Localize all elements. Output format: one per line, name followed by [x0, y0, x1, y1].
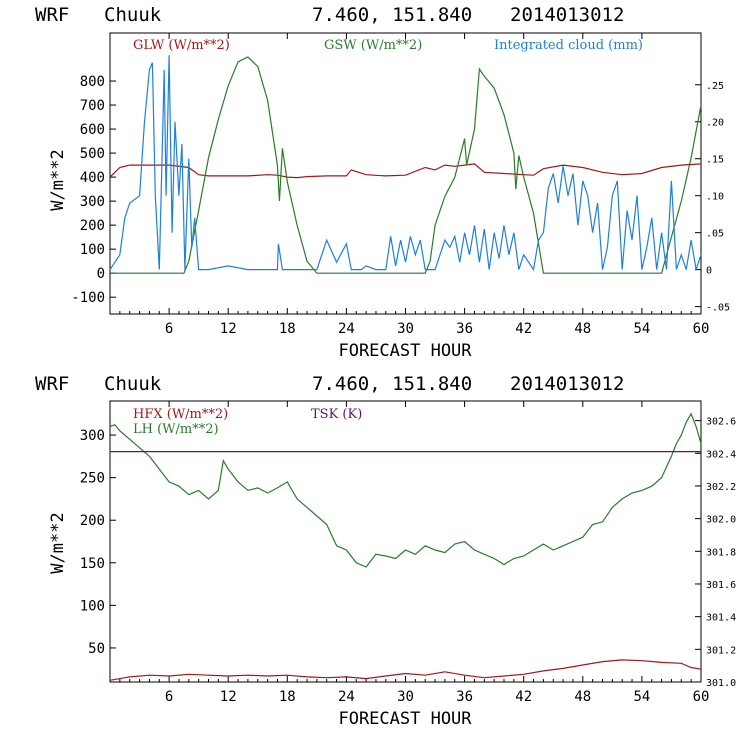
chart2-frame: [109, 400, 702, 683]
x-tick-label: 42: [515, 321, 532, 337]
y-tick-label: 150: [80, 556, 105, 572]
y-tick-label: 50: [88, 641, 105, 657]
series-line-integrated: [109, 55, 702, 272]
x-tick-label: 42: [515, 689, 532, 705]
y2-tick-label: 301.4: [706, 613, 736, 624]
y2-tick-label: 302.2: [706, 482, 736, 493]
chart2-model: WRF: [35, 373, 69, 395]
chart2-xlabel: FORECAST HOUR: [338, 709, 472, 729]
chart1-ylabel: W/m**2: [48, 149, 68, 210]
y-tick-label: 0: [97, 266, 105, 282]
y2-tick-label: -.05: [706, 303, 730, 314]
chart1-xlabel: FORECAST HOUR: [338, 341, 472, 361]
y2-tick-label: 301.8: [706, 547, 736, 558]
y2-tick-label: .20: [706, 118, 724, 129]
y-tick-label: 100: [80, 598, 105, 614]
series-line-hfx: [109, 659, 702, 681]
chart1-plot-area: 6 12 18 24 30 36 42 48 54 60 -100 0 100 200 300 400 500 6…: [71, 33, 730, 337]
y2-tick-label: 301.6: [706, 580, 736, 591]
x-tick-label: 18: [279, 689, 296, 705]
chart1-header: WRF Chuuk 7.460, 151.840 2014013012: [35, 4, 624, 26]
y-tick-label: 300: [80, 428, 105, 444]
x-tick-label: 6: [165, 689, 173, 705]
chart1-legend-glw: GLW (W/m**2): [133, 38, 230, 53]
chart2-ylabel: W/m**2: [48, 512, 68, 573]
chart2-plot-area: 6 12 18 24 30 36 42 48 54 60 50 100 150 200 250 300 301.…: [80, 401, 736, 705]
chart2-legend-hfx: HFX (W/m**2): [133, 407, 228, 422]
x-tick-label: 48: [574, 321, 591, 337]
y-tick-label: 700: [80, 98, 105, 114]
y2-tick-label: 302.6: [706, 417, 736, 428]
y2-tick-label: .05: [706, 229, 724, 240]
x-tick-label: 54: [633, 689, 650, 705]
y2-tick-label: .15: [706, 155, 724, 166]
x-tick-label: 60: [693, 321, 710, 337]
y2-tick-label: .10: [706, 192, 724, 203]
y-tick-label: 800: [80, 74, 105, 90]
y-tick-label: -100: [71, 290, 105, 306]
x-tick-label: 24: [338, 689, 355, 705]
x-tick-label: 12: [220, 689, 237, 705]
x-tick-label: 48: [574, 689, 591, 705]
x-tick-label: 18: [279, 321, 296, 337]
chart1-coords: 7.460, 151.840: [312, 4, 472, 26]
y-tick-label: 500: [80, 146, 105, 162]
y2-tick-label: 302.0: [706, 515, 736, 526]
series-line-lh: [109, 412, 702, 568]
series-line-gsw: [110, 56, 702, 274]
y-tick-label: 400: [80, 170, 105, 186]
x-tick-label: 30: [397, 689, 414, 705]
x-tick-label: 54: [633, 321, 650, 337]
chart1-legend-gsw: GSW (W/m**2): [324, 38, 422, 53]
chart1-station: Chuuk: [104, 4, 162, 26]
y-tick-label: 300: [80, 194, 105, 210]
chart2-station: Chuuk: [104, 373, 162, 395]
chart1-legend: GLW (W/m**2) GSW (W/m**2) Integrated clo…: [133, 38, 643, 53]
series-line-glw: [109, 163, 702, 179]
chart2-legend-tsk: TSK (K): [311, 407, 362, 422]
chart2-coords: 7.460, 151.840: [312, 373, 472, 395]
chart1-init: 2014013012: [510, 4, 624, 26]
chart1-legend-cloud: Integrated cloud (mm): [494, 38, 643, 53]
x-tick-label: 6: [165, 321, 173, 337]
x-tick-label: 36: [456, 689, 473, 705]
x-tick-label: 24: [338, 321, 355, 337]
y-tick-label: 200: [80, 218, 105, 234]
chart1-model: WRF: [35, 4, 69, 26]
x-tick-label: 30: [397, 321, 414, 337]
x-tick-label: 36: [456, 321, 473, 337]
y2-tick-label: 0: [706, 266, 712, 277]
chart2-header: WRF Chuuk 7.460, 151.840 2014013012: [35, 373, 624, 395]
chart2-legend-lh: LH (W/m**2): [133, 422, 219, 437]
x-tick-label: 60: [693, 689, 710, 705]
y2-tick-label: 302.4: [706, 449, 736, 460]
y2-tick-label: 301.0: [706, 678, 736, 689]
y2-tick-label: 301.2: [706, 645, 736, 656]
y2-tick-label: .25: [706, 81, 724, 92]
x-tick-label: 12: [220, 321, 237, 337]
y-tick-label: 250: [80, 471, 105, 487]
chart2-legend: HFX (W/m**2) LH (W/m**2) TSK (K): [133, 407, 362, 437]
y-tick-label: 600: [80, 122, 105, 138]
chart2-init: 2014013012: [510, 373, 624, 395]
y-tick-label: 200: [80, 513, 105, 529]
y-tick-label: 100: [80, 242, 105, 258]
